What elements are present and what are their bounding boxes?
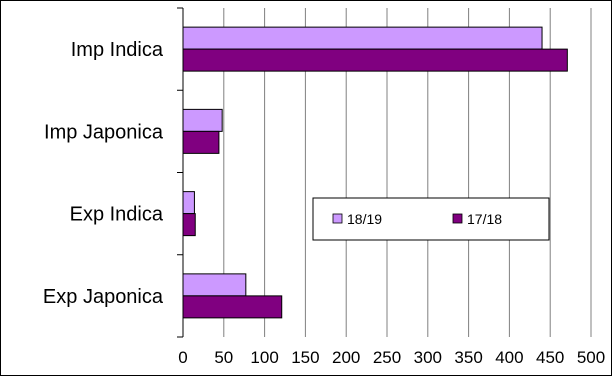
legend: 18/19 17/18 xyxy=(312,197,550,241)
bar-imp-indica-18-19 xyxy=(182,26,543,50)
bar-imp-japonica-17-18 xyxy=(182,130,220,154)
x-tick-label-300: 300 xyxy=(414,348,442,367)
legend-label-17-18: 17/18 xyxy=(467,211,502,227)
category-label-exp-indica: Exp Indica xyxy=(70,204,164,226)
bar-exp-indica-17-18 xyxy=(182,213,196,237)
category-label-exp-japonica: Exp Japonica xyxy=(43,286,164,308)
bar-exp-japonica-17-18 xyxy=(182,295,283,319)
x-tick-label-500: 500 xyxy=(577,348,605,367)
category-label-imp-japonica: Imp Japonica xyxy=(44,121,164,143)
bar-imp-japonica-18-19 xyxy=(182,108,223,132)
bar-imp-indica-17-18 xyxy=(182,48,568,72)
legend-swatch-17-18 xyxy=(452,213,463,224)
x-tick-label-250: 250 xyxy=(373,348,401,367)
x-tick-label-50: 50 xyxy=(214,348,233,367)
x-tick-label-100: 100 xyxy=(250,348,278,367)
legend-label-18-19: 18/19 xyxy=(347,211,382,227)
x-tick-label-400: 400 xyxy=(495,348,523,367)
bar-exp-japonica-18-19 xyxy=(182,273,247,297)
x-tick-label-150: 150 xyxy=(291,348,319,367)
legend-box xyxy=(312,197,550,241)
x-tick-label-0: 0 xyxy=(178,348,187,367)
x-tick-label-450: 450 xyxy=(536,348,564,367)
x-tick-label-200: 200 xyxy=(332,348,360,367)
bar-exp-indica-18-19 xyxy=(182,191,195,215)
legend-swatch-18-19 xyxy=(332,213,343,224)
category-label-imp-indica: Imp Indica xyxy=(71,39,164,61)
x-tick-label-350: 350 xyxy=(454,348,482,367)
